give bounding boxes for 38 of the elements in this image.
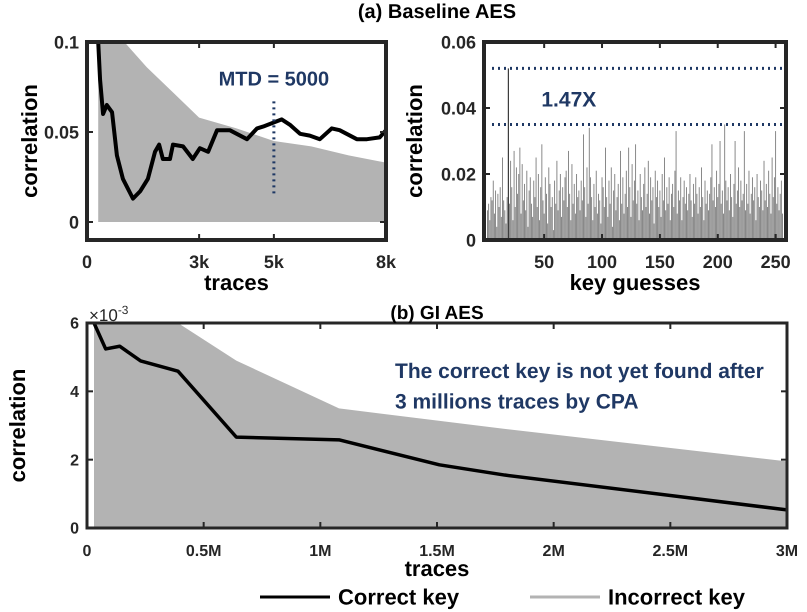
x-tick-label: 0 <box>82 543 92 560</box>
legend-label: Incorrect key <box>608 584 746 610</box>
x-tick-label: 100 <box>587 252 618 272</box>
y-tick-label: 0.04 <box>440 98 476 118</box>
y-tick-label: 4 <box>70 384 80 401</box>
annotation: The correct key is not yet found after 3 millions traces by CPA <box>395 360 764 414</box>
annotation: ×10$^{-3}$ <box>89 303 129 325</box>
y-tick-label: 0 <box>68 212 79 232</box>
x-tick-label: 150 <box>644 252 675 272</box>
chart-title: (b) GI AES <box>390 303 484 324</box>
x-tick-label: 200 <box>702 252 733 272</box>
y-tick-label: 0 <box>70 520 80 538</box>
y-axis-title: correlation <box>402 84 427 198</box>
x-tick-label: 5k <box>264 252 285 272</box>
text: (a) Baseline AES <box>358 1 516 23</box>
x-tick-label: 250 <box>760 252 791 272</box>
y-tick-label: 0 <box>466 230 476 250</box>
y-tick-label: 2 <box>70 452 80 470</box>
x-tick-label: 50 <box>534 252 554 272</box>
x-tick-label: 3k <box>189 252 210 272</box>
x-tick-label: 2M <box>542 543 565 560</box>
x-tick-label: 0.5M <box>186 543 222 560</box>
y-axis-title: correlation <box>17 84 42 198</box>
x-axis-title: traces <box>204 270 269 295</box>
ref-line-label: MTD = 5000 <box>218 68 330 91</box>
y-tick-label: 0.06 <box>440 32 476 52</box>
y-axis-title: correlation <box>5 368 30 482</box>
x-tick-label: 1M <box>309 543 332 560</box>
y-tick-label: 6 <box>70 316 80 333</box>
x-tick-label: 2.5M <box>652 543 688 560</box>
x-axis-title: key guesses <box>570 270 700 295</box>
x-tick-label: 8k <box>376 252 397 272</box>
y-tick-label: 0.02 <box>440 164 476 184</box>
legend-label: Correct key <box>338 584 460 610</box>
annotation: 1.47X <box>541 88 596 112</box>
y-tick-label: 0.1 <box>54 32 79 52</box>
y-tick-label: 0.05 <box>44 122 79 142</box>
x-tick-label: 3M <box>776 543 798 560</box>
